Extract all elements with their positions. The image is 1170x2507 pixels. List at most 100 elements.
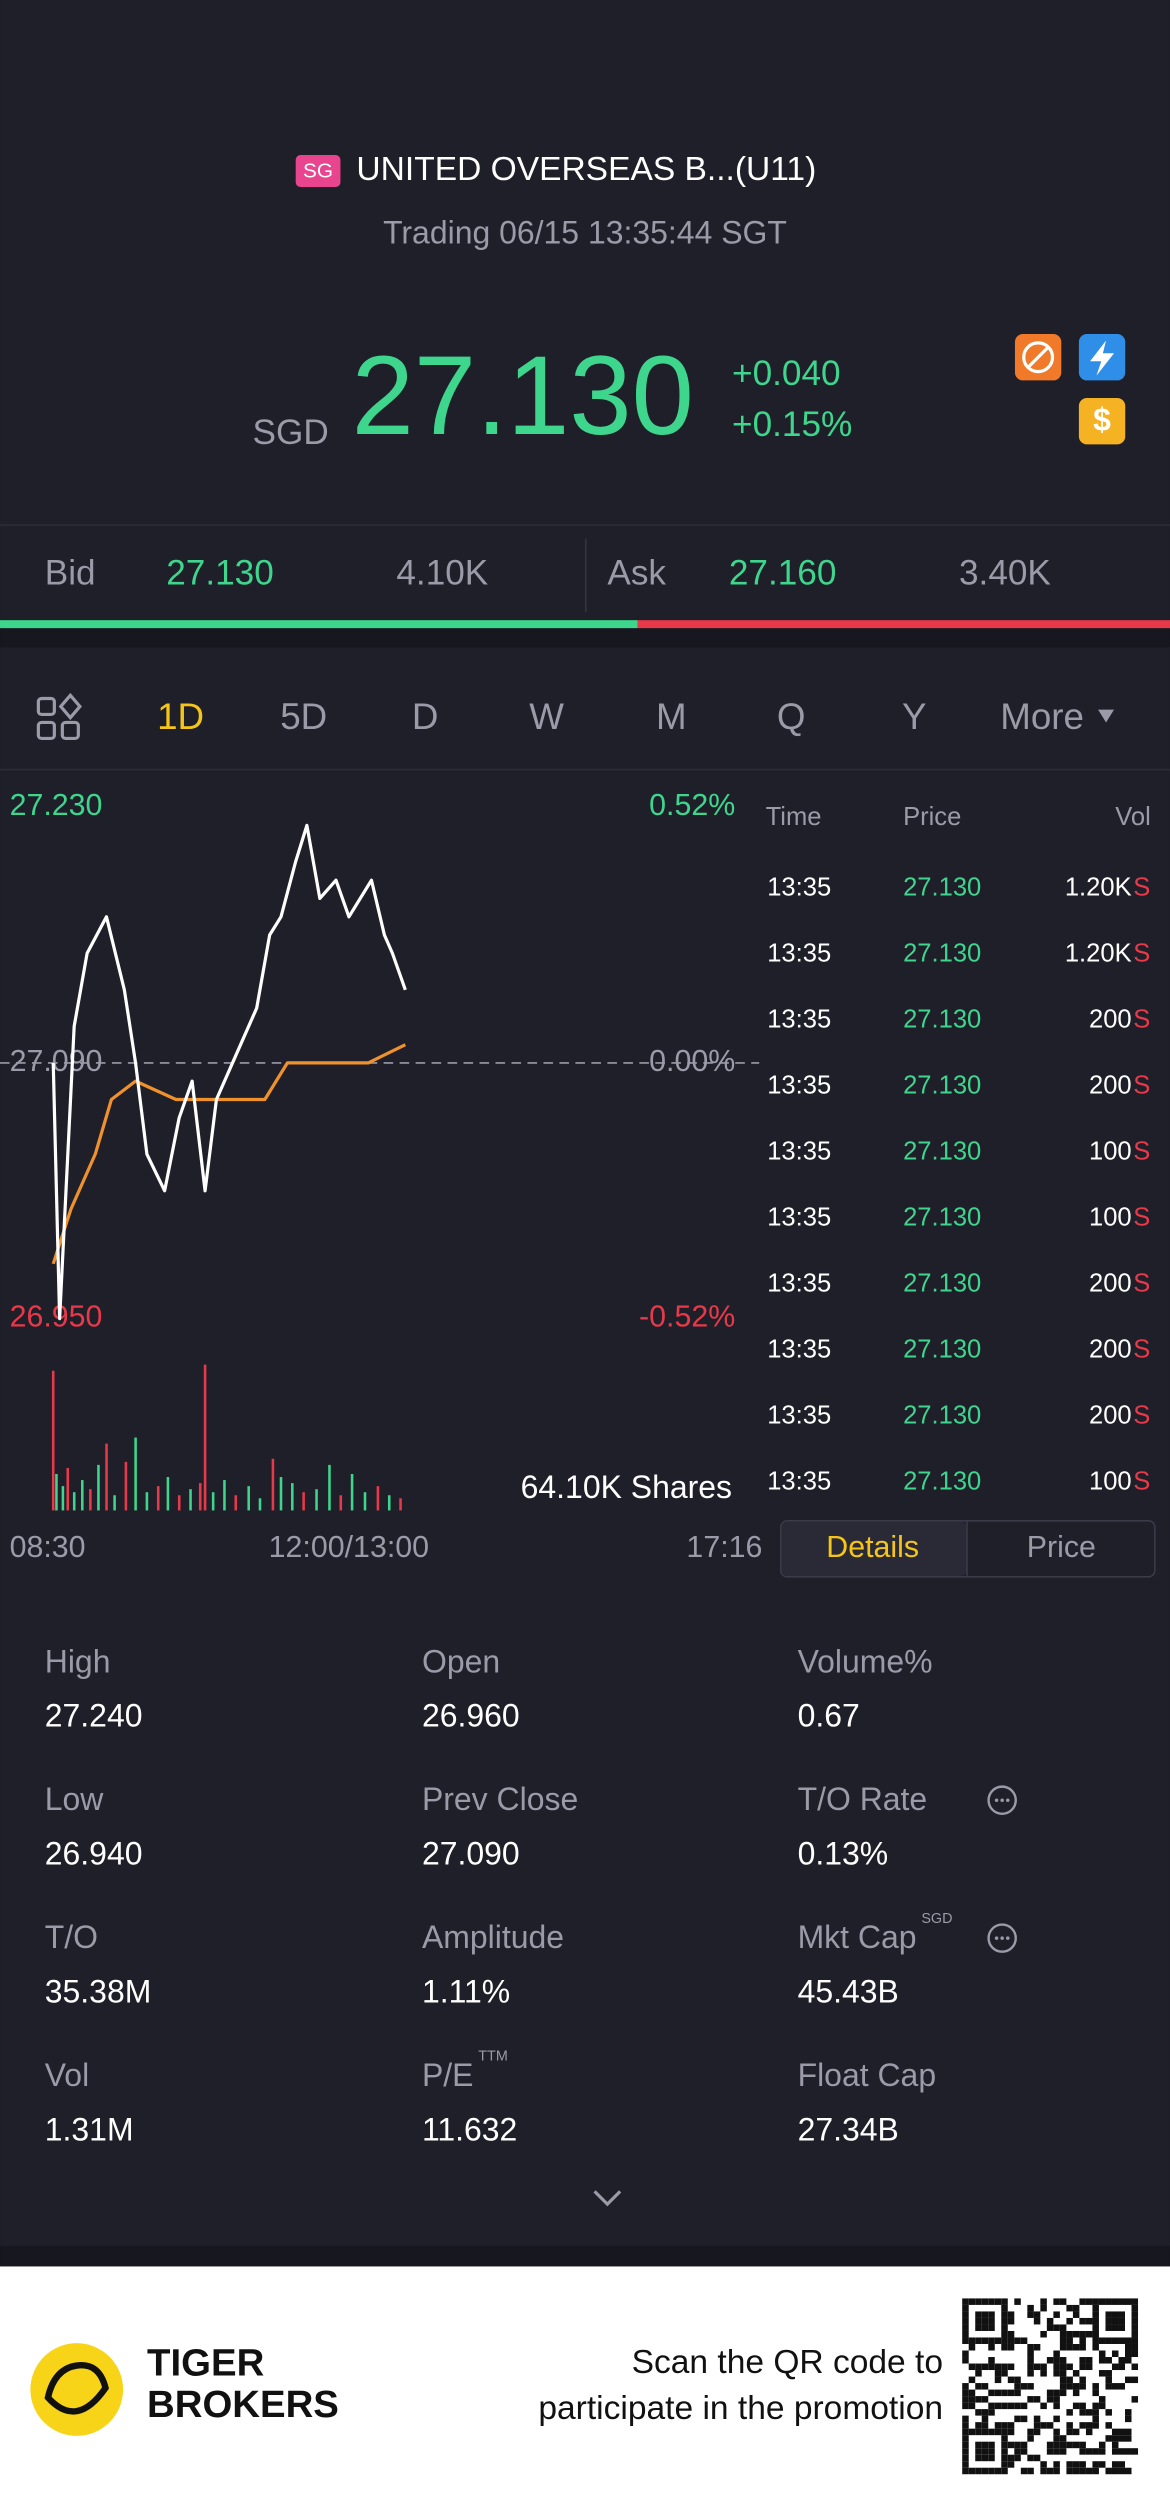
footer-background: [0, 2266, 1170, 2507]
qr-module: [1001, 2304, 1008, 2312]
qr-module: [1105, 2357, 1112, 2364]
qr-module: [1079, 2344, 1086, 2351]
qr-module: [1053, 2428, 1060, 2436]
qr-module: [962, 2396, 969, 2403]
qr-module: [1007, 2389, 1015, 2397]
qr-module: [1118, 2461, 1125, 2468]
period-tab[interactable]: 5D: [280, 696, 327, 737]
qr-module: [1040, 2461, 1047, 2468]
qr-module: [968, 2337, 976, 2344]
qr-module: [1124, 2415, 1132, 2423]
qr-module: [962, 2461, 969, 2468]
qr-module: [1079, 2441, 1086, 2449]
qr-module: [1040, 2422, 1047, 2429]
qr-module: [1053, 2461, 1060, 2468]
qr-module: [1001, 2422, 1008, 2429]
qr-module: [975, 2317, 982, 2325]
volume-bar: [350, 1473, 354, 1511]
volume-bar: [166, 1477, 170, 1511]
qr-module: [1111, 2324, 1119, 2331]
qr-module: [1027, 2363, 1034, 2371]
qr-module: [1072, 2428, 1080, 2436]
stat-value: 45.43B: [798, 1974, 899, 2010]
qr-module: [1124, 2344, 1132, 2351]
qr-module: [1046, 2389, 1054, 2397]
qr-module: [1001, 2337, 1008, 2344]
volume-bar: [399, 1498, 402, 1511]
qr-module: [994, 2370, 1002, 2377]
qr-module: [1092, 2467, 1099, 2475]
trade-price: 27.130: [903, 1468, 981, 1496]
qr-module: [1033, 2311, 1041, 2318]
qr-module: [1079, 2317, 1086, 2325]
period-tab[interactable]: D: [412, 696, 439, 737]
qr-module: [1059, 2324, 1067, 2331]
qr-module: [1027, 2467, 1034, 2475]
qr-module: [1105, 2324, 1112, 2331]
period-tab[interactable]: Q: [777, 696, 806, 737]
info-icon-dot: [994, 1798, 999, 1802]
stat-superscript: SGD: [921, 1911, 952, 1927]
qr-module: [988, 2441, 995, 2449]
qr-module: [1066, 2344, 1073, 2351]
qr-module: [1085, 2357, 1093, 2364]
qr-module: [1111, 2363, 1119, 2371]
period-tab[interactable]: More: [1000, 696, 1084, 737]
trade-side: S: [1133, 1269, 1150, 1297]
ask-size: 3.40K: [959, 554, 1051, 593]
stat-label: Vol: [45, 2057, 89, 2093]
qr-module: [1007, 2422, 1015, 2429]
qr-module: [962, 2324, 969, 2331]
detail-tab[interactable]: Details: [826, 1531, 919, 1564]
qr-module: [962, 2428, 969, 2436]
volume-bar: [72, 1492, 76, 1511]
detail-tab[interactable]: Price: [1027, 1531, 1096, 1564]
qr-module: [1033, 2363, 1041, 2371]
info-icon[interactable]: [987, 1785, 1017, 1815]
qr-module: [1085, 2298, 1093, 2305]
qr-module: [968, 2363, 976, 2371]
volume-bar: [113, 1495, 116, 1511]
bid-bar: [0, 620, 638, 629]
icon-glyph: [1022, 341, 1055, 374]
qr-module: [1092, 2311, 1099, 2318]
trade-side: S: [1133, 939, 1150, 967]
qr-module: [1014, 2454, 1021, 2462]
period-tab[interactable]: Y: [902, 696, 927, 737]
expand-chevron[interactable]: [593, 2190, 622, 2207]
trade-time: 13:35: [767, 1137, 831, 1165]
qr-module: [1111, 2298, 1119, 2305]
qr-module: [1111, 2428, 1119, 2436]
qr-module: [1040, 2467, 1047, 2475]
icon[interactable]: [1078, 397, 1126, 445]
stat-value: 0.67: [798, 1698, 860, 1734]
stat-label: T/O: [45, 1919, 98, 1955]
qr-module: [1059, 2389, 1067, 2397]
brand-name: TIGER: [147, 2342, 264, 2385]
qr-module: [981, 2448, 989, 2455]
trading-status: Trading 06/15 13:35:44 SGT: [383, 214, 787, 250]
qr-module: [1111, 2350, 1119, 2358]
qr-module: [981, 2415, 989, 2423]
logo: [30, 2343, 124, 2436]
qr-module: [1059, 2363, 1067, 2371]
qr-module: [1053, 2370, 1060, 2377]
layout-icon[interactable]: [36, 692, 83, 741]
qr-module: [1007, 2344, 1015, 2351]
segment-active[interactable]: [781, 1521, 968, 1576]
qr-module: [1098, 2357, 1106, 2364]
qr-module: [1072, 2383, 1080, 2390]
qr-module: [1118, 2363, 1125, 2371]
trade-volume: 1.20K: [1065, 873, 1132, 901]
period-tab[interactable]: M: [656, 696, 687, 737]
info-icon[interactable]: [987, 1923, 1017, 1953]
qr-module: [1066, 2422, 1073, 2429]
qr-module: [962, 2454, 969, 2462]
period-tab[interactable]: 1D: [157, 696, 204, 737]
qr-module: [994, 2428, 1002, 2436]
qr-module: [962, 2435, 969, 2442]
qr-module: [1046, 2357, 1054, 2364]
qr-module: [1001, 2330, 1008, 2338]
last-price: 27.130: [352, 333, 694, 458]
period-tab[interactable]: W: [529, 696, 564, 737]
